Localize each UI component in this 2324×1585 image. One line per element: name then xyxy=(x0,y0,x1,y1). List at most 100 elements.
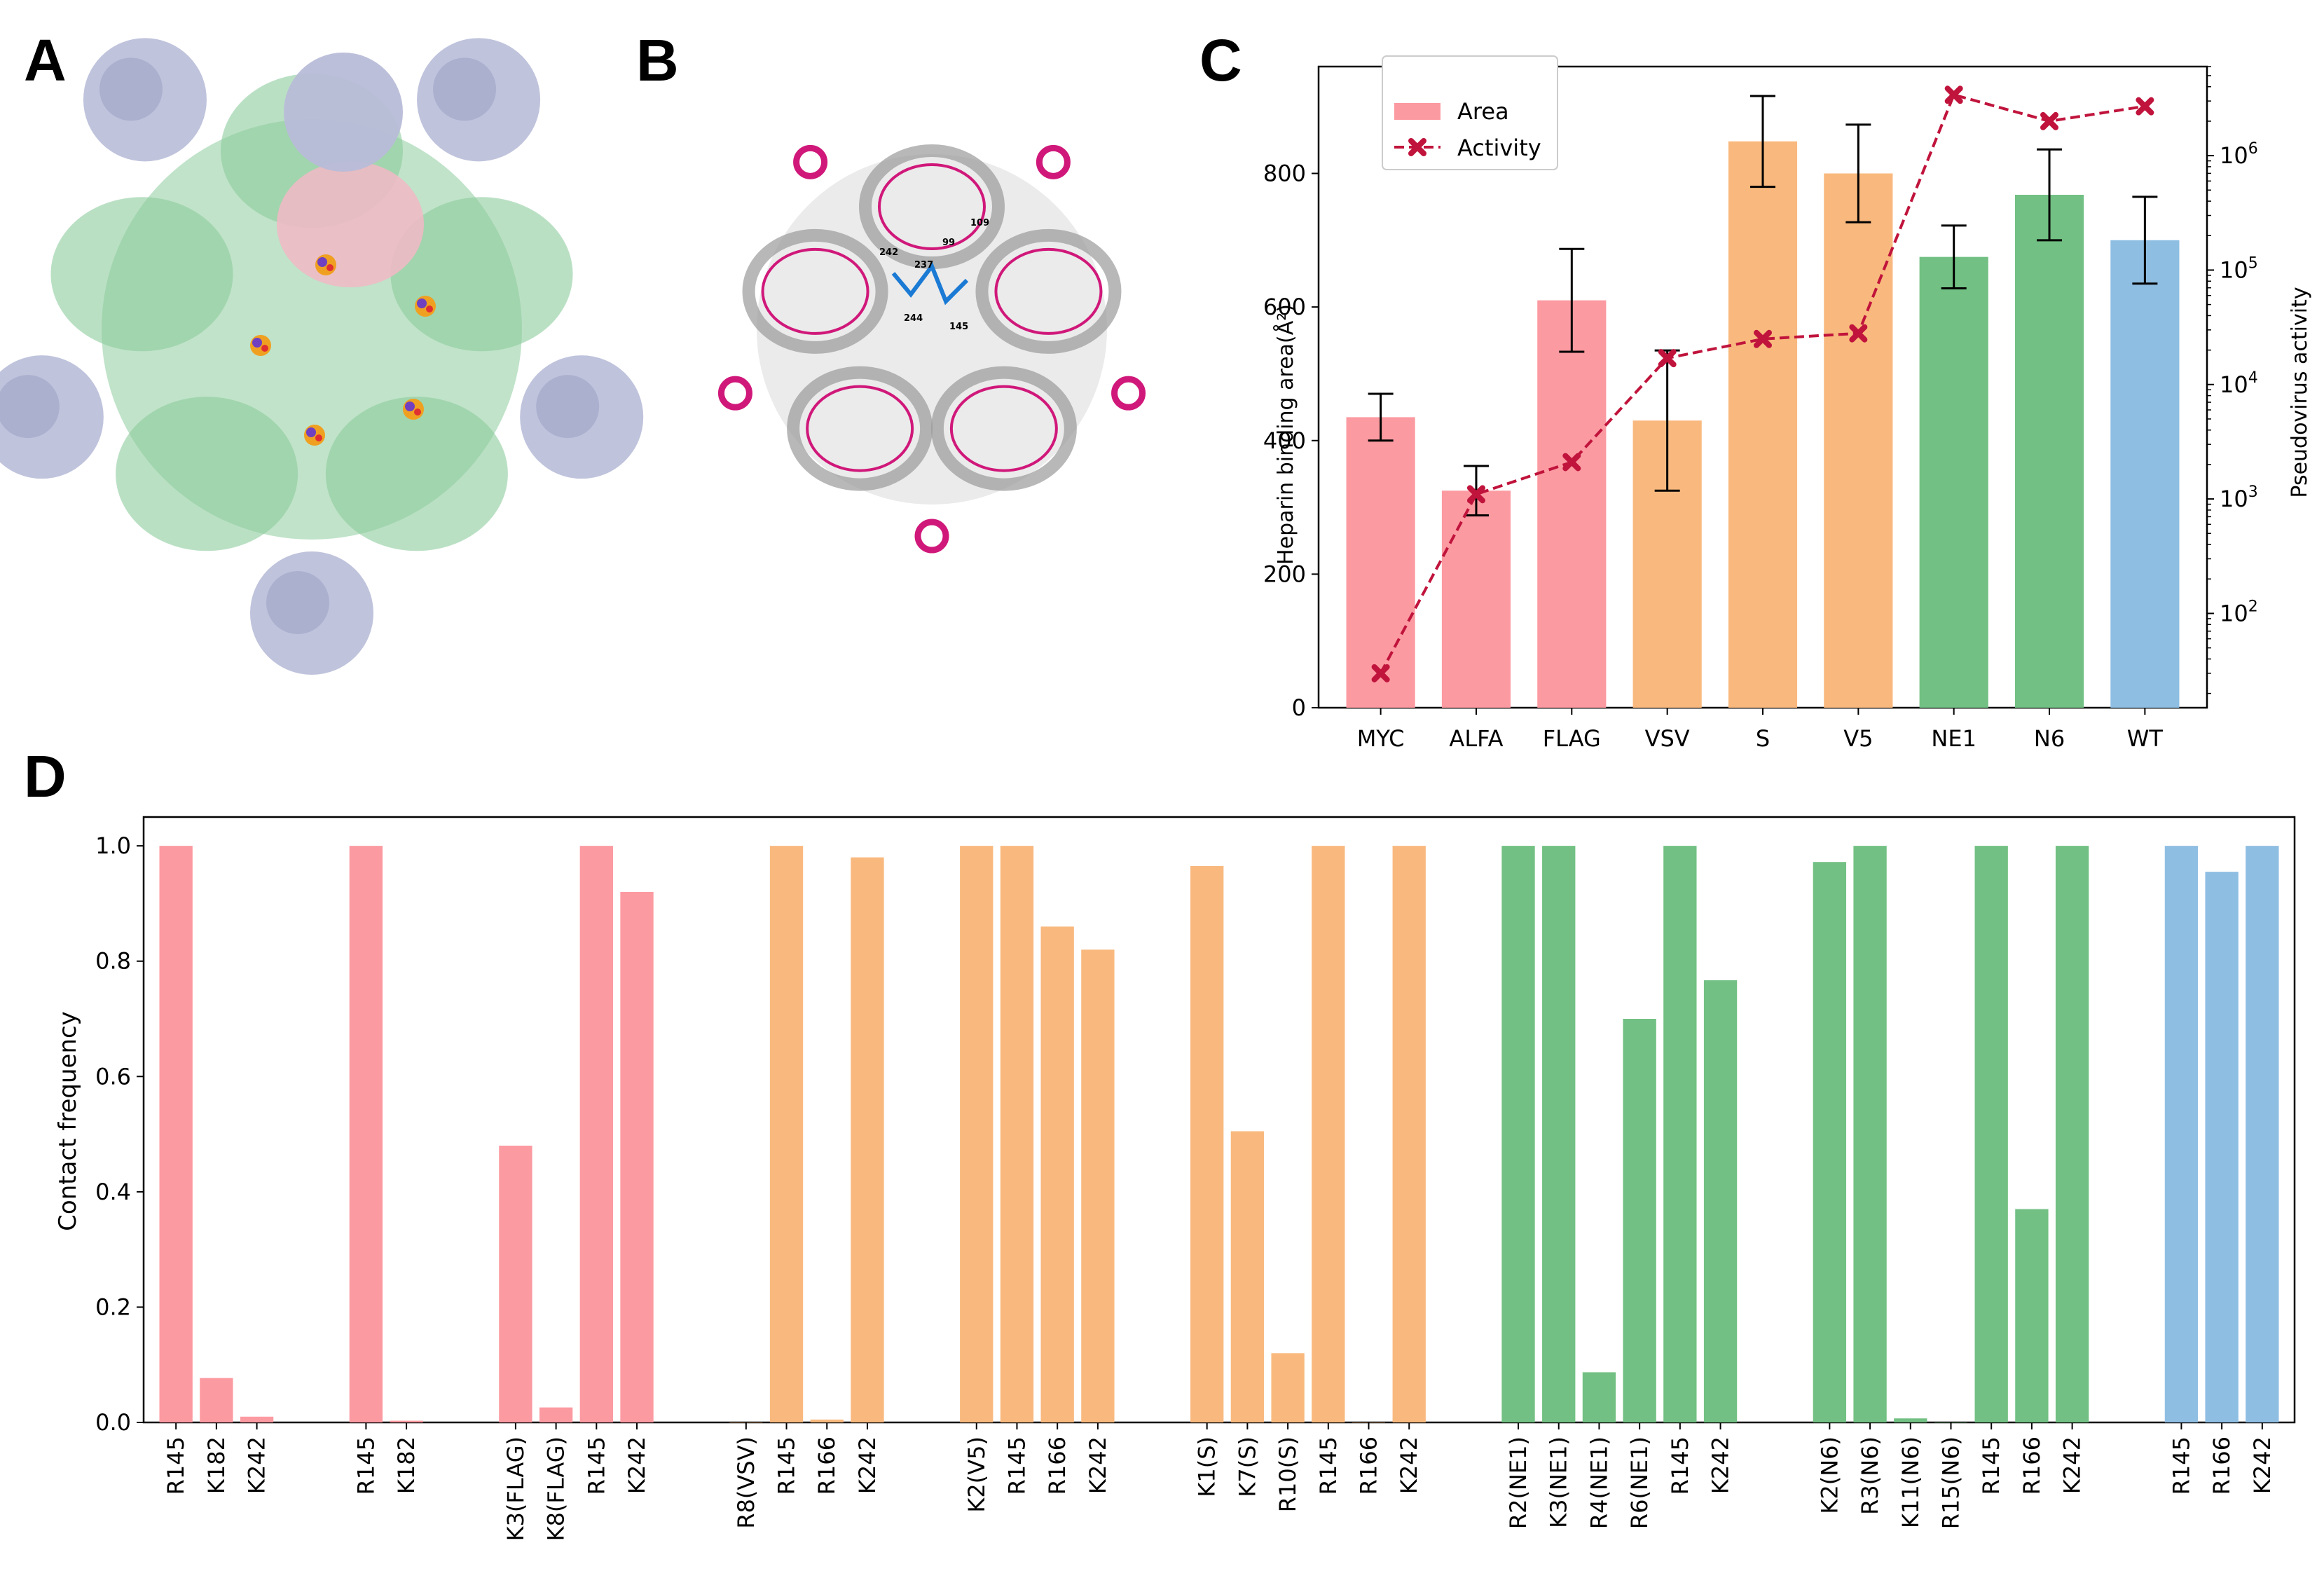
chart-d-bar xyxy=(349,846,383,1422)
chart-c-errorbar-flag xyxy=(1559,247,1585,353)
chart-c-activity-point-flag xyxy=(1562,453,1581,472)
chart-d-bar xyxy=(2055,846,2089,1422)
chart-d-xtick-label: K182 xyxy=(203,1436,230,1494)
chart-d-bar xyxy=(960,846,993,1422)
chart-d-xtick-label: K3(FLAG) xyxy=(502,1436,529,1541)
chart-c-errorbar-n6 xyxy=(2037,148,2063,242)
chart-c-y2-ticks: 102 103 104 105 106 xyxy=(2207,66,2258,694)
chart-c-legend: Area Activity xyxy=(1382,55,1558,170)
chart-c-activity-point-myc xyxy=(1371,664,1390,682)
panel-label-b: B xyxy=(636,27,679,93)
chart-d-xtick-label: R145 xyxy=(1978,1436,2005,1495)
chart-c-ytick-label: 400 xyxy=(1263,427,1306,454)
chart-c-xtick-label: WT xyxy=(2127,725,2164,752)
chart-c-bar-n6 xyxy=(2014,195,2084,708)
chart-d-xtick-label: R166 xyxy=(1044,1436,1071,1495)
chart-c-xtick-label: V5 xyxy=(1843,725,1873,752)
chart-c-y-ticks: 0 200 400 600 800 xyxy=(1263,160,1319,721)
chart-c-bar-wt xyxy=(2110,240,2180,708)
chart-d-xtick-label: R166 xyxy=(813,1436,840,1495)
chart-c-xtick-label: VSV xyxy=(1645,725,1690,752)
chart-c-activity-point-wt xyxy=(2136,97,2154,116)
chart-d-bars xyxy=(159,846,2279,1423)
chart-c-bar-myc xyxy=(1346,417,1415,708)
chart-d-xtick-label: K242 xyxy=(1085,1436,1111,1494)
chart-c-y2label: Pseudovirus activity xyxy=(2288,287,2312,498)
chart-d-xtick-label: R145 xyxy=(583,1436,610,1495)
chart-d-xtick-label: R145 xyxy=(163,1436,189,1495)
chart-d-bar xyxy=(579,846,613,1422)
chart-d-bar xyxy=(1894,1418,1927,1422)
chart-d-xtick-label: K242 xyxy=(1707,1436,1734,1494)
chart-c-xtick-label: ALFA xyxy=(1449,725,1503,752)
chart-d-bar xyxy=(539,1407,573,1422)
chart-d-xtick-label: K182 xyxy=(393,1436,420,1494)
chart-d-xtick-label: R4(NE1) xyxy=(1586,1436,1612,1529)
chart-d-xtick-label: K11(N6) xyxy=(1897,1436,1924,1528)
chart-d-ytick-label: 0.8 xyxy=(95,948,131,975)
chart-c-bar-s xyxy=(1728,141,1798,708)
chart-c-errorbar-myc xyxy=(1368,392,1394,442)
chart-d-xtick-label: R145 xyxy=(1003,1436,1030,1495)
chart-d-bar xyxy=(159,846,193,1422)
chart-d-ytick-label: 0.6 xyxy=(95,1063,131,1090)
chart-d-bar xyxy=(1081,949,1115,1422)
chart-d-ytick-label: 0.0 xyxy=(95,1409,131,1436)
chart-c-xtick-label: NE1 xyxy=(1931,725,1976,752)
chart-d-ytick-label: 0.4 xyxy=(95,1179,131,1205)
chart-c-bar-flag xyxy=(1537,300,1607,708)
chart-d-bar xyxy=(1703,980,1738,1422)
chart-c-activity-point-vsv xyxy=(1658,349,1677,368)
chart-d-bar xyxy=(1271,1353,1305,1422)
chart-d-bar xyxy=(1392,846,1426,1422)
chart-d-xtick-label: R166 xyxy=(2208,1436,2235,1495)
chart-d-ytick-label: 0.2 xyxy=(95,1294,131,1320)
chart-d-xtick-label: K242 xyxy=(2059,1436,2086,1494)
chart-c-ytick-label: 200 xyxy=(1263,561,1306,587)
chart-c-ylabel: Heparin binding area(Å²) xyxy=(1273,304,1298,565)
chart-c-activity-point-n6 xyxy=(2040,111,2059,130)
chart-c-activity-line xyxy=(1371,85,2154,682)
chart-c-x-ticks: MYC ALFA FLAG VSV S V5 NE1 N6 WT xyxy=(1357,708,2164,752)
chart-d-bar xyxy=(1312,846,1345,1422)
chart-c-errorbar-ne1 xyxy=(1941,224,1967,289)
chart-d-xtick-label: R145 xyxy=(2168,1436,2194,1495)
chart-d-bar xyxy=(2205,872,2239,1422)
chart-d-bar xyxy=(1813,862,1847,1422)
chart-d-xtick-label: K242 xyxy=(2249,1436,2276,1494)
chart-c-y2tick-label: 105 xyxy=(2220,254,2258,283)
legend-area-swatch xyxy=(1394,103,1441,120)
chart-c-ytick-label: 800 xyxy=(1263,160,1306,187)
chart-d-xtick-label: K7(S) xyxy=(1234,1436,1260,1497)
chart-d-bar xyxy=(1663,846,1697,1422)
chart-d-xtick-label: K3(NE1) xyxy=(1546,1436,1572,1528)
chart-c-activity-point-s xyxy=(1754,329,1772,348)
chart-d-bar xyxy=(1040,926,1074,1422)
chart-c-xtick-label: S xyxy=(1756,725,1770,752)
chart-d-bar xyxy=(2246,846,2279,1422)
chart-d-xtick-label: R6(NE1) xyxy=(1626,1436,1653,1529)
chart-c-y2tick-label: 104 xyxy=(2220,369,2258,398)
chart-c-bar-v5 xyxy=(1824,173,1893,708)
chart-d-ylabel: Contact frequency xyxy=(54,1011,82,1231)
chart-d-xtick-label: R145 xyxy=(352,1436,379,1495)
legend-activity-label: Activity xyxy=(1457,135,1541,161)
chart-d-bar xyxy=(1000,846,1034,1422)
chart-c-activity-point-alfa xyxy=(1466,485,1485,504)
chart-d-ytick-label: 1.0 xyxy=(95,832,131,859)
chart-d-bar xyxy=(240,1416,274,1422)
chart-d-bar xyxy=(1542,846,1576,1422)
chart-d-bar xyxy=(1582,1372,1616,1422)
chart-d-xtick-label: R3(N6) xyxy=(1857,1436,1883,1515)
chart-d-bar xyxy=(1501,846,1535,1422)
chart-d-xtick-label: R15(N6) xyxy=(1937,1436,1964,1529)
chart-d-bar xyxy=(1623,1019,1656,1422)
chart-c-errorbar-v5 xyxy=(1845,123,1871,224)
legend-area-label: Area xyxy=(1457,98,1509,125)
chart-d-xtick-label: K242 xyxy=(244,1436,270,1494)
chart-d-bar xyxy=(1190,865,1224,1422)
chart-d-xtick-label: K1(S) xyxy=(1194,1436,1221,1497)
legend-activity-marker xyxy=(1408,138,1426,156)
